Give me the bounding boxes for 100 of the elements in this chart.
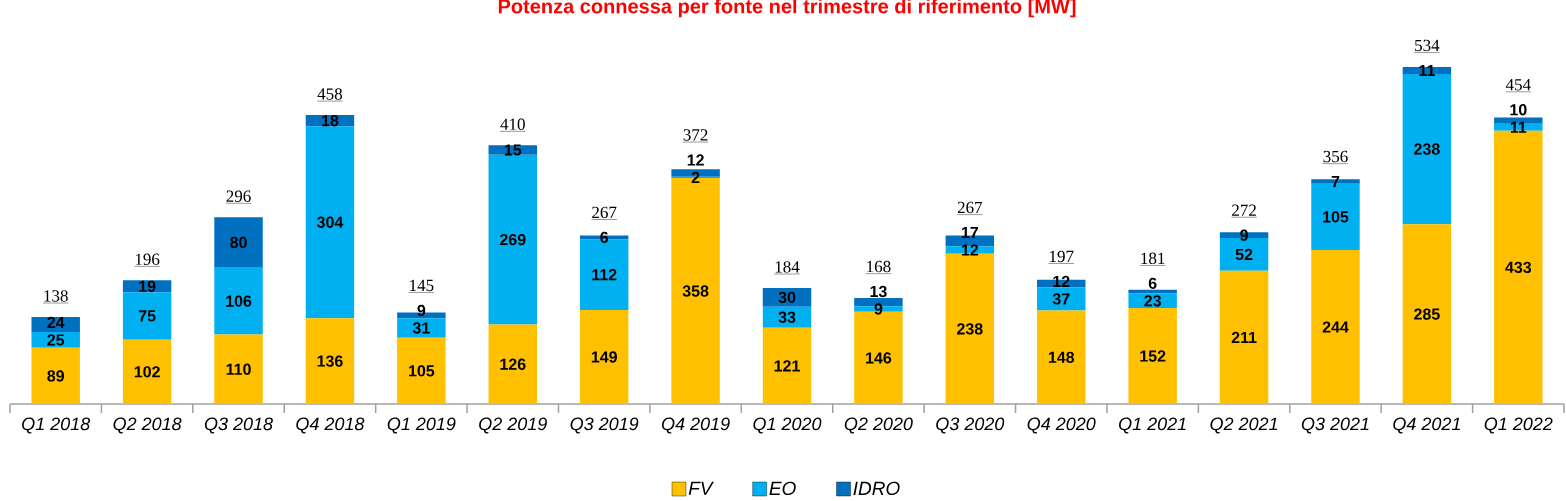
data-label: 19	[139, 280, 156, 292]
total-label: 454	[1505, 79, 1531, 91]
x-tick-label: Q2 2021	[1210, 417, 1278, 434]
total-label: 458	[317, 88, 343, 100]
legend-label: FV	[688, 481, 714, 495]
bar	[1402, 67, 1452, 74]
total-label: 138	[44, 290, 68, 302]
total-label: 196	[135, 253, 160, 266]
total-label: 372	[683, 129, 708, 141]
bar	[1128, 308, 1177, 404]
bar	[122, 292, 172, 340]
x-tick-label: Q3 2019	[570, 417, 639, 434]
data-label: 121	[774, 360, 800, 372]
bar	[488, 154, 537, 325]
data-label: 244	[1322, 321, 1349, 333]
data-label: 433	[1505, 261, 1532, 274]
bar	[945, 246, 995, 254]
x-tick-label: Q4 2021	[1393, 417, 1460, 434]
data-label: 30	[778, 291, 796, 304]
data-label: 10	[1510, 104, 1527, 116]
total-label: 534	[1415, 39, 1440, 52]
data-label: 37	[1052, 293, 1070, 305]
bar	[1402, 224, 1452, 404]
data-label: 146	[866, 352, 892, 364]
data-label: 52	[1235, 248, 1253, 261]
bar	[305, 126, 355, 319]
total-label: 272	[1232, 204, 1256, 216]
bar	[488, 324, 537, 404]
x-tick-label: Q3 2020	[936, 417, 1005, 434]
data-label: 285	[1414, 308, 1440, 320]
data-label: 304	[316, 216, 344, 228]
bar	[214, 217, 263, 268]
total-label: 197	[1049, 250, 1074, 263]
bar	[305, 318, 355, 404]
data-label: 13	[870, 285, 887, 298]
x-tick-label: Q2 2018	[113, 417, 182, 434]
data-label: 11	[1419, 64, 1435, 76]
data-label: 75	[138, 310, 156, 322]
total-label: 184	[775, 261, 800, 273]
x-tick-label: Q3 2018	[204, 417, 273, 434]
bar	[1219, 270, 1269, 404]
data-label: 17	[961, 227, 979, 239]
data-label: 269	[499, 233, 526, 246]
data-label: 33	[778, 311, 796, 323]
legend-label: IDRO	[853, 481, 900, 496]
legend-label: EO	[769, 481, 796, 496]
x-tick-label: Q4 2020	[1027, 417, 1096, 434]
total-label: 168	[867, 260, 891, 273]
total-label: 410	[500, 118, 525, 130]
data-label: 23	[1144, 295, 1161, 307]
bar	[1494, 123, 1543, 131]
bar	[579, 309, 629, 404]
data-label: 211	[1231, 331, 1257, 343]
bar	[214, 334, 263, 404]
x-tick-label: Q4 2019	[661, 417, 730, 434]
data-label: 11	[1510, 121, 1527, 133]
bar	[214, 267, 263, 335]
data-label: 106	[226, 295, 252, 307]
x-tick-label: Q1 2020	[753, 417, 822, 434]
data-label: 2	[691, 171, 700, 184]
x-tick-label: Q4 2018	[296, 417, 365, 434]
data-label: 12	[687, 154, 704, 166]
data-label: 149	[591, 351, 617, 363]
data-label: 126	[500, 358, 526, 370]
total-label: 181	[1141, 252, 1165, 265]
data-label: 31	[412, 322, 430, 334]
bar	[762, 306, 812, 328]
data-label: 7	[1331, 176, 1340, 188]
data-label: 80	[230, 236, 247, 249]
data-label: 9	[1240, 229, 1248, 241]
data-label: 238	[957, 323, 983, 335]
data-label: 112	[592, 269, 617, 281]
total-label: 267	[957, 201, 983, 214]
x-tick-label: Q1 2019	[387, 417, 456, 434]
x-tick-label: Q2 2019	[479, 417, 547, 434]
data-label: 152	[1140, 350, 1166, 362]
data-label: 102	[134, 366, 160, 378]
data-label: 105	[1323, 211, 1349, 223]
data-label: 6	[1148, 277, 1157, 289]
bar	[1128, 289, 1177, 294]
data-label: 105	[409, 365, 435, 377]
total-label: 267	[592, 206, 617, 219]
bar	[122, 339, 172, 404]
data-label: 18	[322, 114, 339, 127]
bar	[762, 327, 812, 404]
x-tick-label: Q1 2018	[22, 417, 91, 434]
bar	[397, 318, 446, 338]
data-label: 238	[1414, 143, 1440, 155]
data-label: 136	[317, 355, 343, 367]
data-label: 24	[47, 316, 65, 329]
data-label: 358	[682, 285, 709, 297]
bar	[31, 332, 80, 348]
total-label: 356	[1323, 150, 1348, 163]
x-tick-label: Q1 2022	[1484, 417, 1553, 434]
data-label: 110	[226, 363, 251, 375]
data-label: 89	[47, 370, 65, 382]
x-tick-label: Q2 2020	[844, 417, 913, 434]
data-label: 15	[504, 144, 522, 156]
bar	[397, 337, 446, 404]
data-label: 148	[1048, 351, 1075, 363]
